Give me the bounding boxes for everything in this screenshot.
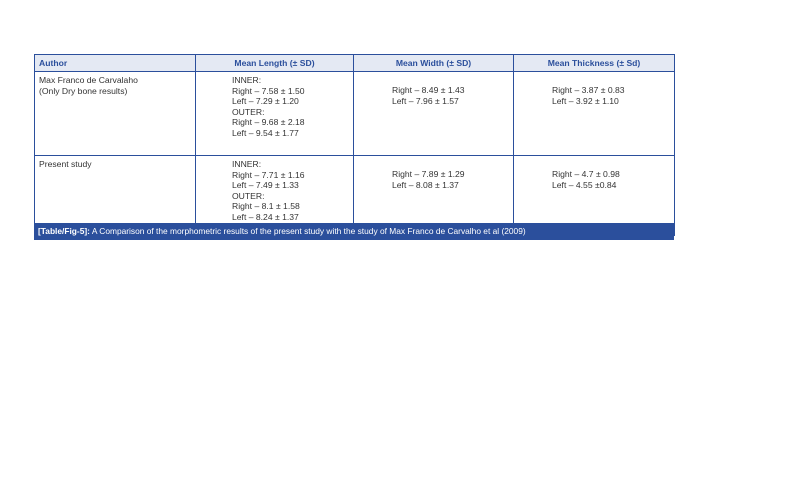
author-name: Max Franco de Carvalaho [39, 75, 138, 85]
table-row: Max Franco de Carvalaho (Only Dry bone r… [34, 71, 675, 156]
length-line: Left – 9.54 ± 1.77 [232, 127, 299, 138]
length-line: OUTER: [232, 190, 265, 201]
length-line: INNER: [232, 159, 262, 169]
header-row: Author Mean Length (± SD) Mean Width (± … [34, 54, 675, 72]
comparison-table: Author Mean Length (± SD) Mean Width (± … [34, 54, 675, 236]
caption-label: [Table/Fig-5]: [38, 226, 90, 236]
thickness-cell: Right – 4.7 ± 0.98 Left – 4.55 ±0.84 [513, 155, 675, 236]
length-line: Left – 8.24 ± 1.37 [232, 211, 299, 222]
table-row: Present study INNER: Right – 7.71 ± 1.16… [34, 155, 675, 236]
thickness-line: Left – 4.55 ±0.84 [552, 179, 617, 190]
thickness-line: Left – 3.92 ± 1.10 [552, 95, 619, 106]
width-line: Left – 7.96 ± 1.57 [392, 95, 459, 106]
author-note: (Only Dry bone results) [39, 85, 128, 96]
length-line: Right – 7.58 ± 1.50 [232, 85, 305, 96]
length-line: Right – 9.68 ± 2.18 [232, 117, 305, 127]
length-line: Left – 7.29 ± 1.20 [232, 96, 299, 106]
author-cell: Present study [34, 155, 196, 236]
width-line: Right – 7.89 ± 1.29 [392, 169, 465, 179]
header-mean-thickness: Mean Thickness (± Sd) [513, 54, 675, 72]
thickness-line: Right – 3.87 ± 0.83 [552, 85, 625, 95]
length-line: Left – 7.49 ± 1.33 [232, 180, 299, 190]
length-line: INNER: [232, 75, 262, 85]
thickness-cell: Right – 3.87 ± 0.83 Left – 3.92 ± 1.10 [513, 71, 675, 156]
header-mean-length: Mean Length (± SD) [195, 54, 354, 72]
caption-text: A Comparison of the morphometric results… [89, 226, 526, 236]
header-mean-width: Mean Width (± SD) [353, 54, 514, 72]
width-cell: Right – 7.89 ± 1.29 Left – 8.08 ± 1.37 [353, 155, 514, 236]
length-line: Right – 8.1 ± 1.58 [232, 201, 300, 211]
length-line: Right – 7.71 ± 1.16 [232, 169, 305, 180]
width-line: Left – 8.08 ± 1.37 [392, 179, 459, 190]
thickness-line: Right – 4.7 ± 0.98 [552, 169, 620, 179]
width-cell: Right – 8.49 ± 1.43 Left – 7.96 ± 1.57 [353, 71, 514, 156]
length-line: OUTER: [232, 106, 265, 117]
author-cell: Max Franco de Carvalaho (Only Dry bone r… [34, 71, 196, 156]
length-cell: INNER: Right – 7.58 ± 1.50 Left – 7.29 ±… [195, 71, 354, 156]
header-author: Author [34, 54, 196, 72]
table-caption: [Table/Fig-5]: A Comparison of the morph… [34, 223, 674, 240]
author-name: Present study [39, 159, 92, 169]
width-line: Right – 8.49 ± 1.43 [392, 85, 465, 95]
